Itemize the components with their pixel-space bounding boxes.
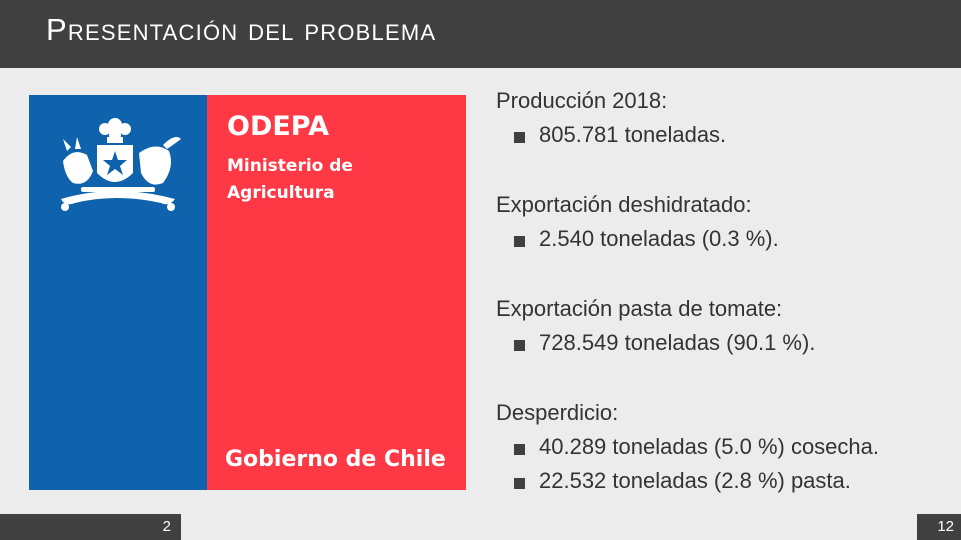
- bullet-square-icon: [514, 340, 525, 351]
- bullet-square-icon: [514, 444, 525, 455]
- bullet-item: 2.540 toneladas (0.3 %).: [496, 224, 956, 254]
- odepa-logo: ODEPA Ministerio de Agricultura Gobierno…: [29, 95, 466, 490]
- footer-left-bar: 2: [0, 514, 181, 540]
- bullet-square-icon: [514, 132, 525, 143]
- bullet-item: 805.781 toneladas.: [496, 120, 956, 150]
- logo-government: Gobierno de Chile: [225, 447, 446, 472]
- chile-coat-of-arms-icon: [61, 118, 181, 211]
- bullet-text: 2.540 toneladas (0.3 %).: [539, 226, 779, 251]
- slide-title: Presentación del problema: [46, 12, 437, 47]
- bullet-square-icon: [514, 236, 525, 247]
- bullet-text: 805.781 toneladas.: [539, 122, 727, 147]
- bullet-text: 40.289 toneladas (5.0 %) cosecha.: [539, 434, 880, 459]
- content-list: Producción 2018: 805.781 toneladas. Expo…: [496, 86, 956, 496]
- page-number-left: 2: [162, 518, 171, 535]
- section-title: Exportación deshidratado:: [496, 192, 752, 217]
- section-title: Desperdicio:: [496, 400, 619, 425]
- logo-red-panel: [207, 95, 466, 490]
- title-bar: Presentación del problema: [0, 0, 961, 68]
- bullet-item: 728.549 toneladas (90.1 %).: [496, 328, 956, 358]
- logo-ministry: Ministerio de Agricultura: [227, 156, 353, 203]
- bullet-text: 22.532 toneladas (2.8 %) pasta.: [539, 468, 851, 493]
- page-number-right: 12: [937, 518, 954, 535]
- bullet-square-icon: [514, 478, 525, 489]
- logo-organization: ODEPA: [227, 111, 330, 142]
- footer-right-bar: 12: [917, 514, 961, 540]
- section-title: Exportación pasta de tomate:: [496, 296, 783, 321]
- section-title: Producción 2018:: [496, 88, 668, 113]
- bullet-item: 40.289 toneladas (5.0 %) cosecha.: [496, 432, 956, 462]
- bullet-text: 728.549 toneladas (90.1 %).: [539, 330, 816, 355]
- bullet-item: 22.532 toneladas (2.8 %) pasta.: [496, 466, 956, 496]
